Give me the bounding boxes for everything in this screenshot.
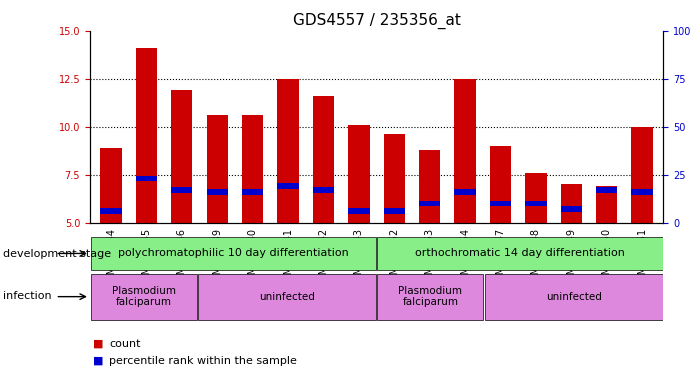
- Text: infection: infection: [3, 291, 52, 301]
- Text: polychromatophilic 10 day differentiation: polychromatophilic 10 day differentiatio…: [118, 248, 348, 258]
- Bar: [242, 189, 263, 195]
- FancyBboxPatch shape: [377, 237, 663, 270]
- Bar: [490, 200, 511, 207]
- Bar: [560, 184, 582, 223]
- Bar: [596, 186, 617, 223]
- Bar: [455, 189, 475, 195]
- Bar: [490, 146, 511, 223]
- Bar: [278, 79, 299, 223]
- Bar: [384, 134, 405, 223]
- Bar: [207, 115, 228, 223]
- Text: ■: ■: [93, 339, 104, 349]
- Bar: [136, 48, 157, 223]
- Bar: [419, 200, 440, 207]
- Bar: [313, 187, 334, 193]
- Bar: [313, 96, 334, 223]
- FancyBboxPatch shape: [198, 273, 376, 319]
- Bar: [207, 189, 228, 195]
- Text: count: count: [109, 339, 141, 349]
- Bar: [419, 150, 440, 223]
- Text: uninfected: uninfected: [546, 291, 602, 302]
- Bar: [348, 208, 370, 214]
- Bar: [100, 208, 122, 214]
- FancyBboxPatch shape: [91, 273, 197, 319]
- Bar: [455, 79, 475, 223]
- Text: orthochromatic 14 day differentiation: orthochromatic 14 day differentiation: [415, 248, 625, 258]
- Bar: [632, 127, 653, 223]
- Text: Plasmodium
falciparum: Plasmodium falciparum: [112, 286, 176, 308]
- Bar: [560, 207, 582, 212]
- Text: Plasmodium
falciparum: Plasmodium falciparum: [399, 286, 462, 308]
- Bar: [632, 189, 653, 195]
- Bar: [136, 176, 157, 182]
- Bar: [171, 90, 193, 223]
- Text: ■: ■: [93, 356, 104, 366]
- Title: GDS4557 / 235356_at: GDS4557 / 235356_at: [293, 13, 460, 29]
- Text: development stage: development stage: [3, 249, 111, 259]
- Bar: [348, 125, 370, 223]
- Text: percentile rank within the sample: percentile rank within the sample: [109, 356, 297, 366]
- Bar: [278, 184, 299, 189]
- Bar: [525, 200, 547, 207]
- Bar: [384, 208, 405, 214]
- Bar: [242, 115, 263, 223]
- FancyBboxPatch shape: [377, 273, 484, 319]
- FancyBboxPatch shape: [91, 237, 376, 270]
- FancyBboxPatch shape: [485, 273, 663, 319]
- Bar: [171, 187, 193, 193]
- Bar: [100, 148, 122, 223]
- Bar: [596, 187, 617, 193]
- Text: uninfected: uninfected: [259, 291, 315, 302]
- Bar: [525, 173, 547, 223]
